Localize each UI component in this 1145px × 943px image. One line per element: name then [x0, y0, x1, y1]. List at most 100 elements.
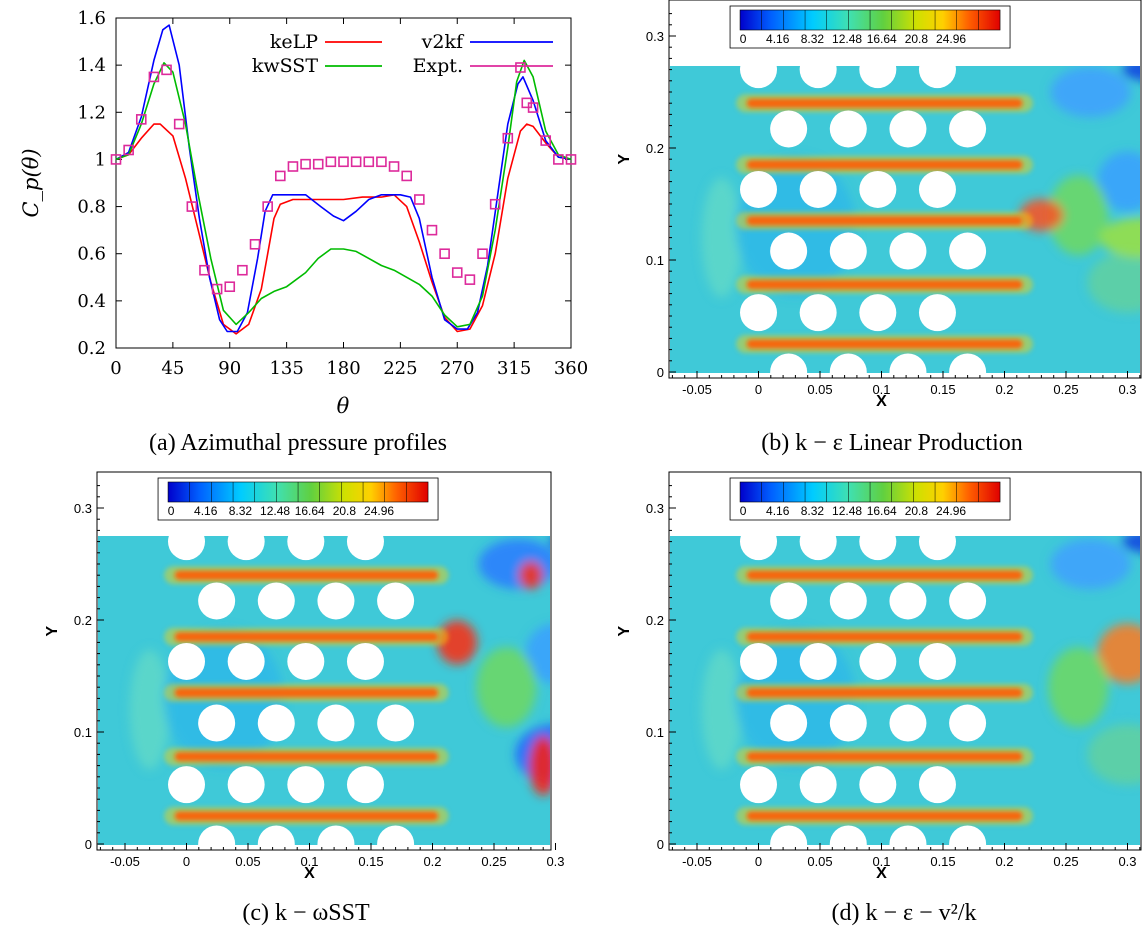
tube: [740, 66, 777, 89]
expt-point: [439, 248, 450, 260]
x-tick-label: 315: [497, 358, 531, 379]
field-blob: [701, 649, 742, 770]
expt-point: [477, 248, 488, 260]
caption-c: (c) k − ωSST: [242, 900, 370, 926]
tube: [317, 704, 355, 742]
field-blob: [478, 539, 550, 589]
colorbar-tick-label: 4.16: [766, 504, 790, 518]
tube: [918, 642, 956, 680]
colorbar-tick-label: 12.48: [832, 504, 862, 518]
x-tick-label: 0: [183, 854, 190, 869]
field-blob: [1099, 217, 1140, 258]
x-tick-label: 135: [269, 358, 303, 379]
tube: [829, 704, 867, 742]
tube: [918, 294, 956, 332]
colorbar-tick-label: 12.48: [832, 32, 862, 46]
y-axis-label: C_p(θ): [19, 148, 43, 217]
colorbar-tick-label: 16.64: [867, 504, 897, 518]
field-blob: [550, 530, 610, 554]
velocity-field: [98, 530, 610, 845]
colorbar-tick-label: 4.16: [194, 504, 218, 518]
x-tick-label: -0.05: [110, 854, 140, 869]
field-blob: [1087, 724, 1140, 785]
jet-halo: [736, 747, 1033, 766]
expt-point: [275, 170, 286, 182]
tube: [770, 353, 808, 373]
tube: [949, 825, 987, 845]
tube: [227, 642, 265, 680]
tube: [377, 582, 415, 620]
field-blob: [1050, 67, 1131, 117]
x-tick-label: 0.2: [423, 854, 441, 869]
tube: [346, 536, 384, 561]
x-tick-label: -0.05: [682, 382, 712, 397]
field-blob: [1087, 252, 1140, 313]
x-tick-label: 0.05: [807, 382, 832, 397]
tube: [377, 825, 415, 845]
tube: [859, 766, 897, 804]
x-tick-label: -0.05: [682, 854, 712, 869]
velocity-field: [670, 536, 1140, 845]
jet-halo: [164, 807, 449, 825]
expt-point: [401, 170, 412, 182]
tube: [859, 642, 897, 680]
legend-label: Expt.: [413, 55, 463, 77]
field-blob: [476, 647, 537, 728]
tube: [949, 353, 987, 373]
x-tick-label: 0.2: [995, 854, 1013, 869]
expt-point: [312, 158, 324, 170]
tube: [889, 582, 927, 620]
tube: [829, 232, 867, 270]
tube: [377, 704, 415, 742]
y-tick-label: 0.2: [646, 141, 664, 156]
tube: [799, 642, 837, 680]
expt-point: [451, 267, 463, 278]
x-tick-label: 0.15: [930, 382, 955, 397]
tube: [949, 582, 987, 620]
tube: [770, 704, 808, 742]
expt-point: [148, 71, 160, 83]
tube: [770, 582, 808, 620]
y-tick-label: 0.4: [77, 291, 106, 312]
jet-halo: [736, 155, 1033, 174]
y-tick-label: 0.8: [77, 197, 106, 218]
colorbar-tick-label: 24.96: [364, 504, 394, 518]
y-axis-label: Y: [616, 154, 633, 165]
colorbar-tick-label: 20.8: [905, 504, 929, 518]
x-tick-label: 225: [383, 358, 417, 379]
tube: [859, 536, 897, 561]
x-axis-label: X: [876, 865, 887, 882]
tube: [346, 766, 384, 804]
colorbar-tick-label: 8.32: [229, 504, 253, 518]
caption-b: (b) k − ε Linear Production: [761, 430, 1023, 456]
tube: [799, 66, 837, 89]
jet-halo: [736, 627, 1033, 646]
tube: [859, 294, 897, 332]
tube: [889, 232, 927, 270]
jet-halo: [736, 566, 1033, 585]
tube: [829, 353, 867, 373]
tube: [889, 110, 927, 148]
legend-label: kwSST: [252, 55, 318, 77]
y-tick-label: 0.3: [646, 29, 664, 44]
jet-halo: [736, 683, 1033, 702]
tube: [740, 294, 777, 332]
field-blob: [529, 735, 550, 796]
y-tick-label: 0.2: [77, 338, 106, 359]
jet-halo: [164, 627, 449, 646]
tube: [198, 582, 236, 620]
x-tick-label: 0: [110, 358, 121, 379]
x-tick-label: 0.3: [1118, 854, 1136, 869]
tube: [949, 110, 987, 148]
tube: [227, 536, 265, 561]
legend: keLP v2kf kwSST Expt.: [252, 31, 553, 77]
tube: [889, 825, 927, 845]
expt-point: [565, 154, 577, 165]
tube: [918, 170, 956, 208]
colorbar-tick-label: 8.32: [801, 504, 825, 518]
jet-halo: [164, 747, 449, 766]
tube: [257, 825, 295, 845]
tube: [198, 704, 236, 742]
expt-point: [489, 198, 501, 210]
